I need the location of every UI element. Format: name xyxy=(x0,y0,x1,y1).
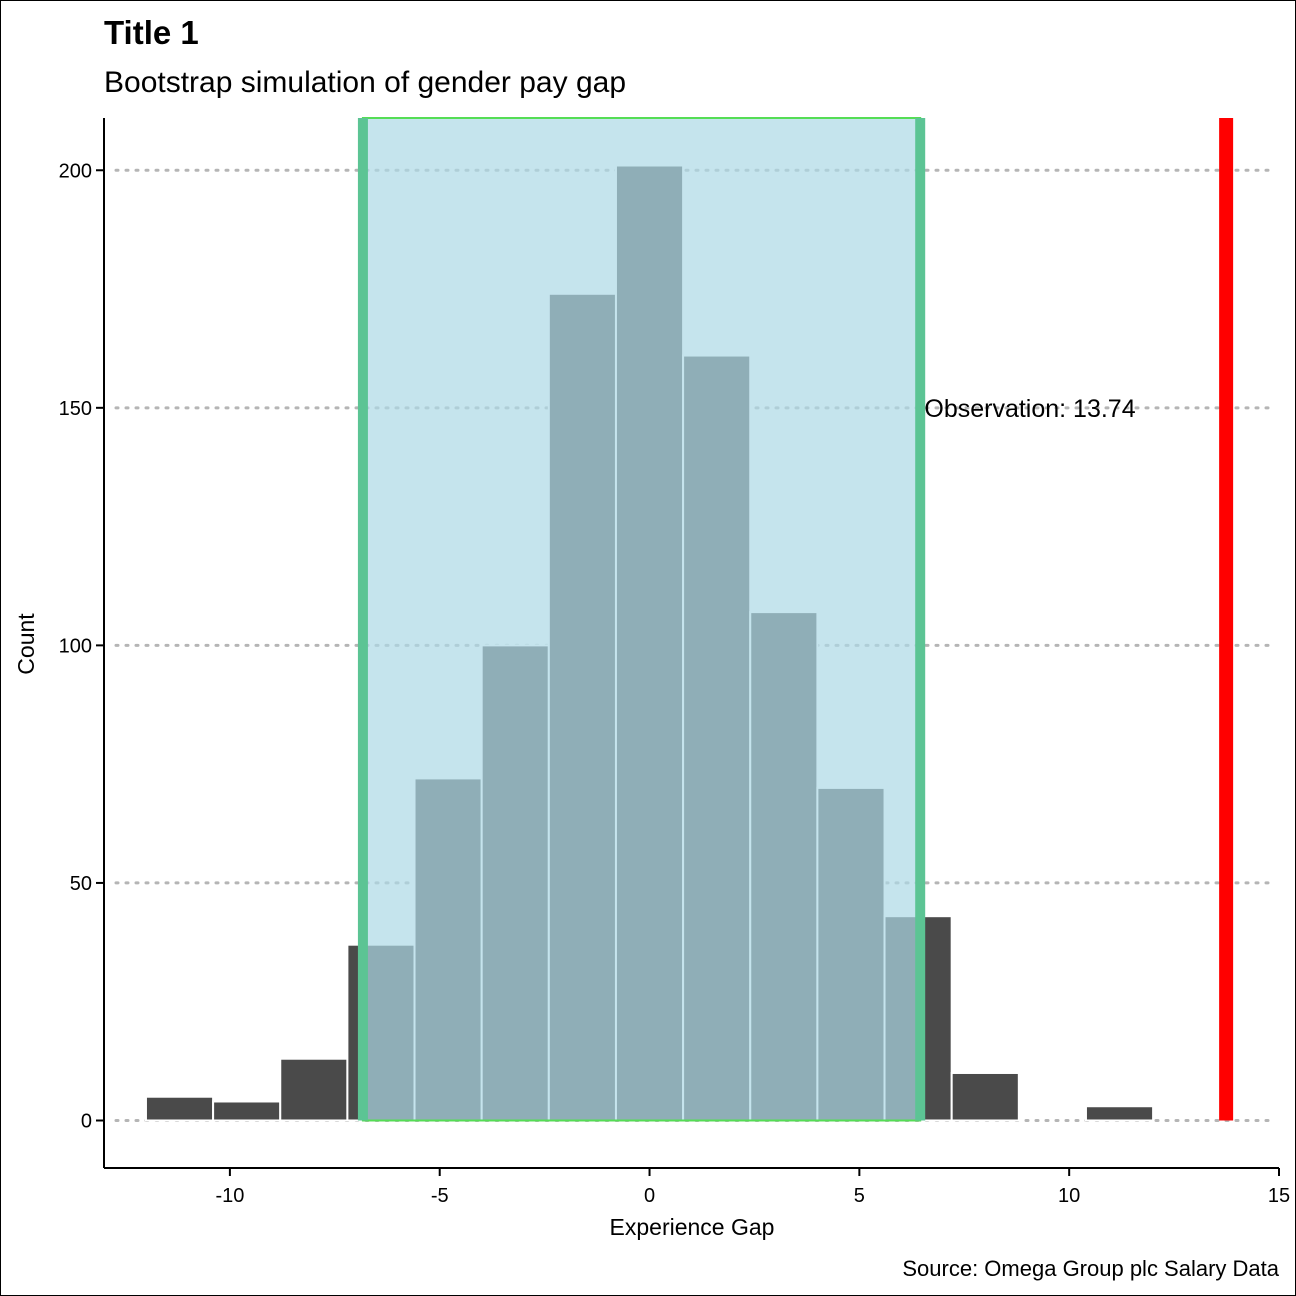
y-tick-label: 150 xyxy=(59,398,92,420)
y-tick-label: 100 xyxy=(59,635,92,657)
chart-caption: Source: Omega Group plc Salary Data xyxy=(902,1256,1279,1281)
histogram-bar xyxy=(144,1095,215,1122)
observation-marker: Observation: 13.74 xyxy=(924,118,1234,1121)
histogram-bar xyxy=(279,1057,349,1122)
x-tick-label: -5 xyxy=(431,1185,449,1207)
x-tick-label: 15 xyxy=(1268,1185,1290,1207)
observation-label: Observation: 13.74 xyxy=(924,395,1135,423)
y-axis-label: Count xyxy=(13,613,39,675)
chart-subtitle: Bootstrap simulation of gender pay gap xyxy=(104,66,626,99)
x-tick-label: -10 xyxy=(215,1185,244,1207)
x-tick-label: 5 xyxy=(854,1185,865,1207)
histogram-bar xyxy=(212,1100,282,1122)
x-tick-label: 10 xyxy=(1058,1185,1080,1207)
y-tick-label: 50 xyxy=(70,873,92,895)
x-tick-label: 0 xyxy=(644,1185,655,1207)
confidence-interval xyxy=(357,117,926,1122)
x-axis-label: Experience Gap xyxy=(610,1214,775,1240)
ci-band xyxy=(361,117,922,1122)
chart-title: Title 1 xyxy=(104,14,199,51)
histogram-bar xyxy=(1084,1105,1155,1122)
y-tick-label: 200 xyxy=(59,160,92,182)
histogram-bar xyxy=(950,1071,1020,1122)
y-tick-label: 0 xyxy=(81,1110,92,1132)
